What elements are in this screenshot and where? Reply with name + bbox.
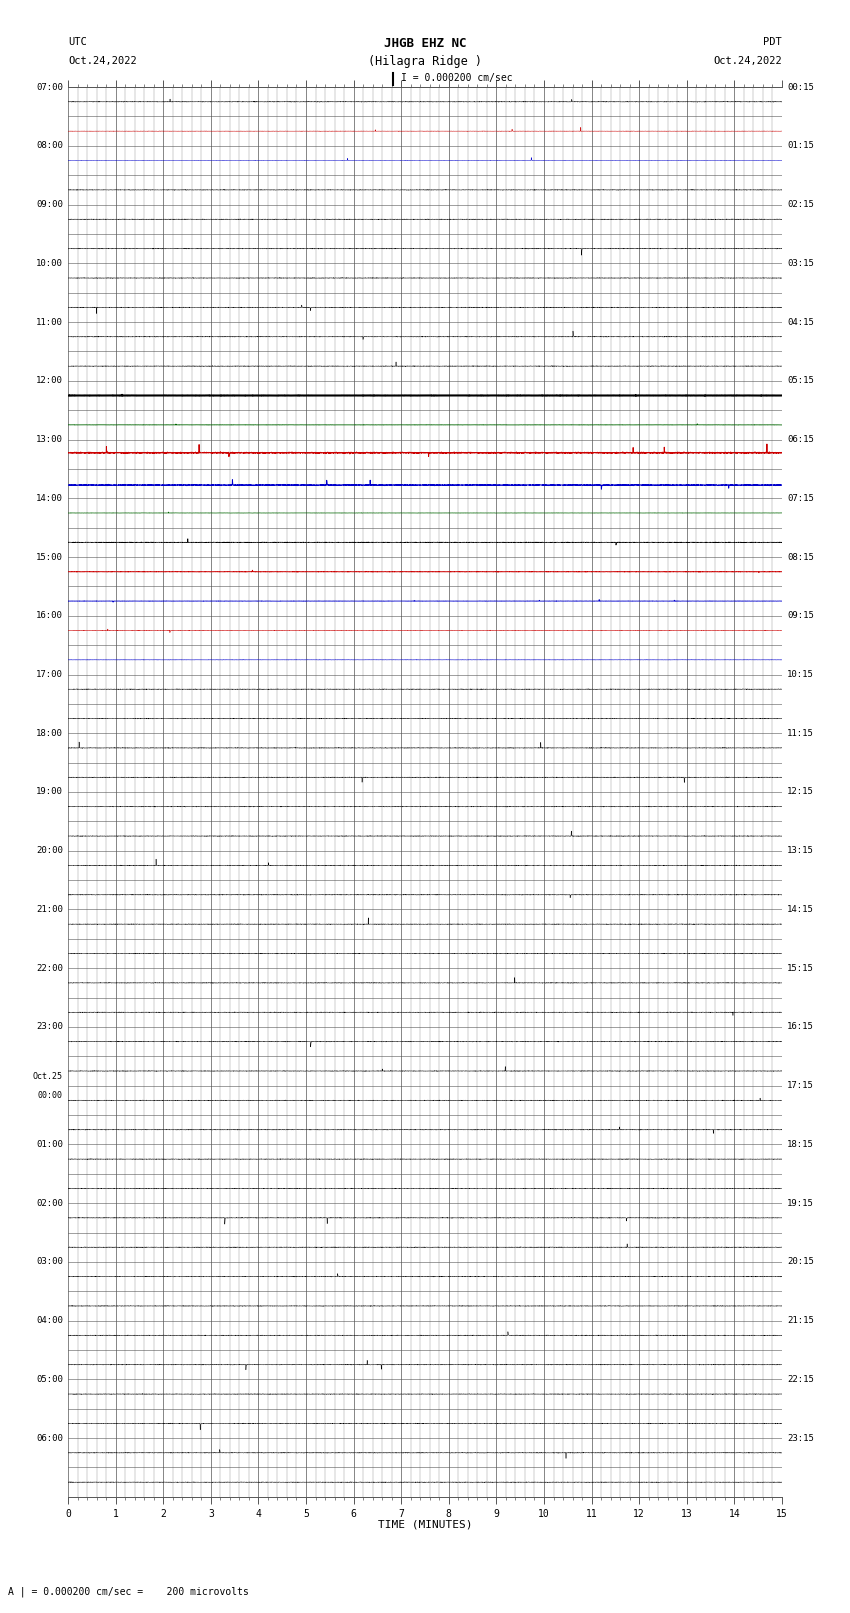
Text: 18:15: 18:15 xyxy=(787,1140,814,1148)
Text: 13:15: 13:15 xyxy=(787,847,814,855)
Text: 10:00: 10:00 xyxy=(36,258,63,268)
Text: 11:00: 11:00 xyxy=(36,318,63,326)
Text: 01:00: 01:00 xyxy=(36,1140,63,1148)
Text: 23:15: 23:15 xyxy=(787,1434,814,1442)
Text: 03:00: 03:00 xyxy=(36,1258,63,1266)
Text: JHGB EHZ NC: JHGB EHZ NC xyxy=(383,37,467,50)
Text: 21:00: 21:00 xyxy=(36,905,63,915)
Text: (Hilagra Ridge ): (Hilagra Ridge ) xyxy=(368,55,482,68)
Text: 23:00: 23:00 xyxy=(36,1023,63,1031)
Text: 05:15: 05:15 xyxy=(787,376,814,386)
Text: 14:00: 14:00 xyxy=(36,494,63,503)
Text: 01:15: 01:15 xyxy=(787,142,814,150)
Text: Oct.24,2022: Oct.24,2022 xyxy=(68,56,137,66)
Text: 12:15: 12:15 xyxy=(787,787,814,797)
Text: 08:00: 08:00 xyxy=(36,142,63,150)
Text: 04:00: 04:00 xyxy=(36,1316,63,1326)
Text: 00:15: 00:15 xyxy=(787,82,814,92)
Text: 16:15: 16:15 xyxy=(787,1023,814,1031)
Text: Oct.24,2022: Oct.24,2022 xyxy=(713,56,782,66)
Text: 04:15: 04:15 xyxy=(787,318,814,326)
Text: Oct.25: Oct.25 xyxy=(33,1073,63,1081)
Text: 06:00: 06:00 xyxy=(36,1434,63,1442)
Text: 17:15: 17:15 xyxy=(787,1081,814,1090)
Text: 13:00: 13:00 xyxy=(36,436,63,444)
Text: 19:00: 19:00 xyxy=(36,787,63,797)
Text: 18:00: 18:00 xyxy=(36,729,63,737)
Text: 15:00: 15:00 xyxy=(36,553,63,561)
Text: UTC: UTC xyxy=(68,37,87,47)
Text: 16:00: 16:00 xyxy=(36,611,63,621)
Text: 15:15: 15:15 xyxy=(787,963,814,973)
Text: A | = 0.000200 cm/sec =    200 microvolts: A | = 0.000200 cm/sec = 200 microvolts xyxy=(8,1586,249,1597)
Text: 05:00: 05:00 xyxy=(36,1374,63,1384)
Text: 07:15: 07:15 xyxy=(787,494,814,503)
Text: 22:00: 22:00 xyxy=(36,963,63,973)
Text: 10:15: 10:15 xyxy=(787,669,814,679)
Text: 21:15: 21:15 xyxy=(787,1316,814,1326)
Text: 07:00: 07:00 xyxy=(36,82,63,92)
Text: 09:00: 09:00 xyxy=(36,200,63,210)
Text: 19:15: 19:15 xyxy=(787,1198,814,1208)
Text: 02:15: 02:15 xyxy=(787,200,814,210)
Text: 02:00: 02:00 xyxy=(36,1198,63,1208)
Text: 03:15: 03:15 xyxy=(787,258,814,268)
Text: I = 0.000200 cm/sec: I = 0.000200 cm/sec xyxy=(401,73,513,82)
Text: 17:00: 17:00 xyxy=(36,669,63,679)
Text: PDT: PDT xyxy=(763,37,782,47)
Text: 00:00: 00:00 xyxy=(38,1090,63,1100)
Text: 14:15: 14:15 xyxy=(787,905,814,915)
Text: 20:00: 20:00 xyxy=(36,847,63,855)
Text: 20:15: 20:15 xyxy=(787,1258,814,1266)
Text: 11:15: 11:15 xyxy=(787,729,814,737)
Text: 22:15: 22:15 xyxy=(787,1374,814,1384)
Text: TIME (MINUTES): TIME (MINUTES) xyxy=(377,1519,473,1529)
Text: 06:15: 06:15 xyxy=(787,436,814,444)
Text: 08:15: 08:15 xyxy=(787,553,814,561)
Text: 09:15: 09:15 xyxy=(787,611,814,621)
Text: 12:00: 12:00 xyxy=(36,376,63,386)
